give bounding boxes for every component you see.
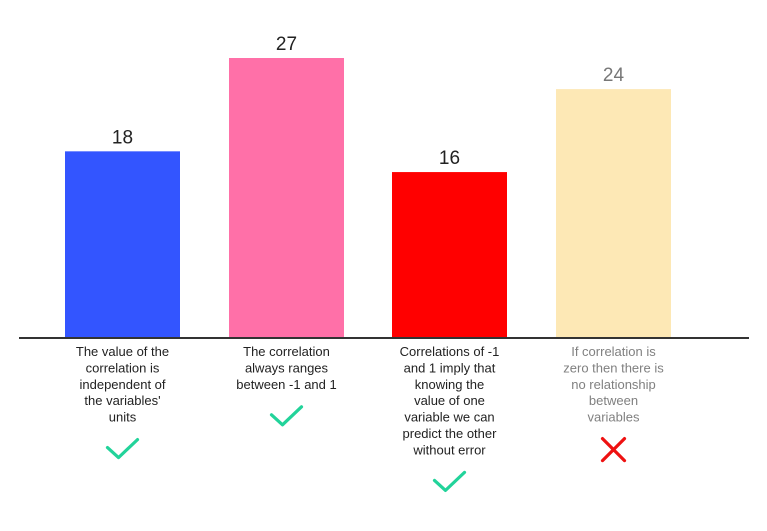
bar bbox=[392, 172, 507, 338]
bar-value-label: 24 bbox=[603, 65, 625, 86]
category-label-line: The correlation bbox=[243, 344, 330, 359]
category-label-line: between bbox=[589, 393, 638, 408]
category-label-line: Correlations of -1 bbox=[400, 344, 500, 359]
category-label-line: If correlation is bbox=[571, 344, 656, 359]
bar bbox=[229, 58, 344, 338]
bars-group bbox=[65, 58, 671, 338]
category-label-line: correlation is bbox=[86, 360, 160, 375]
bar-value-label: 16 bbox=[439, 148, 460, 169]
category-label-line: units bbox=[109, 410, 137, 425]
cross-icon bbox=[600, 437, 627, 463]
bar bbox=[556, 89, 671, 338]
bar bbox=[65, 151, 180, 338]
bar-value-label: 27 bbox=[276, 34, 297, 55]
value-labels-group: 18 27 16 24 bbox=[112, 34, 625, 169]
category-label-line: the variables' bbox=[84, 393, 160, 408]
check-icon bbox=[432, 470, 467, 492]
category-label: The value of the correlation is independen… bbox=[76, 344, 169, 425]
category-label-line: independent of bbox=[79, 377, 165, 392]
category-label-line: no relationship bbox=[571, 377, 656, 392]
bar-value-label: 18 bbox=[112, 127, 133, 148]
category-label-line: between -1 and 1 bbox=[236, 377, 336, 392]
category-label-line: without error bbox=[412, 442, 486, 457]
check-icon bbox=[105, 438, 140, 460]
category-label-line: predict the other bbox=[403, 426, 498, 441]
check-icon bbox=[269, 405, 304, 427]
category-label-line: variables bbox=[587, 410, 640, 425]
category-label-line: knowing the bbox=[415, 377, 484, 392]
category-label: Correlations of -1 and 1 imply that knowin… bbox=[400, 344, 500, 457]
category-label: The correlation always ranges between -1 a… bbox=[236, 344, 336, 392]
category-labels-group: The value of the correlation is independen… bbox=[76, 344, 664, 457]
category-label-line: The value of the bbox=[76, 344, 169, 359]
category-label-line: zero then there is bbox=[563, 360, 664, 375]
category-label: If correlation is zero then there is no re… bbox=[563, 344, 664, 425]
category-label-line: and 1 imply that bbox=[404, 360, 496, 375]
category-label-line: value of one bbox=[414, 393, 485, 408]
category-label-line: variable we can bbox=[404, 410, 494, 425]
category-label-line: always ranges bbox=[245, 360, 329, 375]
marks-group bbox=[105, 405, 627, 492]
